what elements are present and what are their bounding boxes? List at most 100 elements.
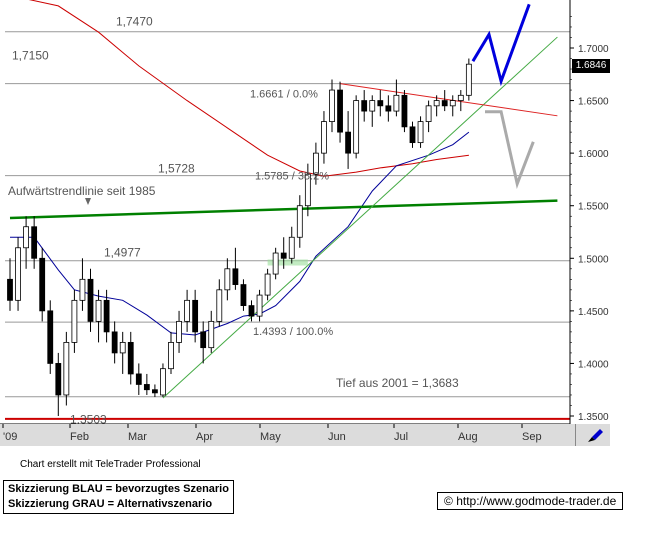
y-tick-label: 1.6500 [578,97,609,108]
candle [240,279,247,311]
y-tick-label: 1.5000 [578,254,609,265]
candle [264,268,271,301]
candle [216,279,223,327]
candle-body [288,236,295,259]
x-tick-label: Mar [128,431,147,443]
candle-body [192,299,199,333]
y-tick-label: 1.5500 [578,202,609,213]
candle-body [401,94,408,128]
candle-body [87,278,94,322]
candle-body [280,252,287,259]
candle [95,289,102,343]
candle [457,90,464,112]
trendline [339,83,558,117]
fib-100-label: 1.4393 / 100.0% [253,326,333,338]
candle-body [361,100,368,112]
legend-grey: Skizzierung GRAU = Alternativszenario [8,498,213,510]
candle-body [304,173,311,207]
candle-body [71,299,78,343]
y-tick-label: 1.7000 [578,44,609,55]
candle-body [160,368,166,396]
last-price-badge: 1.6846 [572,59,610,73]
candle [31,216,38,269]
candle [160,363,166,398]
candle-body [256,294,263,317]
candle-body [168,341,174,370]
copyright-icon: © [444,494,453,508]
candle [465,58,472,101]
y-tick-label: 1.3500 [578,412,609,423]
candle-body [135,373,142,385]
candle [409,121,416,148]
candle-body [111,331,118,354]
candle-body [312,152,319,175]
level-label: 1,5728 [158,162,195,176]
candle-body [441,100,448,107]
candle-body [151,389,158,394]
low-label: 1,3503 [70,413,107,427]
candle [433,95,440,117]
candle [304,163,311,217]
candle-body [216,289,223,322]
arrow-down-icon [85,198,91,205]
candle-body [385,105,392,112]
candle [135,363,142,395]
y-tick-label: 1.4000 [578,359,609,370]
candle [296,195,303,248]
candle-body [127,341,134,375]
candle-body [417,121,424,144]
candle [280,237,287,269]
candle [103,289,110,343]
source-url[interactable]: http://www.godmode-trader.de [456,494,617,508]
candle [353,95,360,159]
candle [87,268,94,332]
candle [15,237,21,311]
candle-body [39,257,46,312]
candle-body [63,341,70,396]
candle [312,142,319,185]
annotations: 1.6661 / 0.0% 1.5785 / 38.2% 1.4393 / 100.… [8,89,459,427]
drawing-tool-icon[interactable] [576,424,610,446]
candle [184,289,191,332]
candle [39,247,46,322]
candle-body [248,305,255,317]
candle [232,247,239,290]
candle-body [321,121,327,154]
moving-average-line [28,0,469,177]
candle [7,258,13,311]
candle [127,331,134,385]
candle [449,95,456,117]
candle [71,289,78,353]
credit-text: Chart erstellt mit TeleTrader Profession… [20,459,201,470]
candle [55,352,62,416]
y-axis: 1.3500 1.4000 1.4500 1.5000 1.5500 1.6000 1.65… [570,16,609,423]
candle-body [47,310,54,364]
x-tick-label: '09 [3,431,17,443]
candle [208,310,215,353]
candle [369,95,376,127]
x-tick-label: Apr [196,431,213,443]
candle-body [296,205,303,238]
fib-0-label: 1.6661 / 0.0% [250,89,318,101]
candle [321,111,327,164]
candle [256,289,263,322]
y-tick-label: 1.4500 [578,307,609,318]
candle-body [119,341,126,354]
candle [441,90,448,112]
candle [47,300,54,374]
candle [192,289,199,343]
candle [200,321,207,364]
trendline [162,36,558,399]
low-2001-label: Tief aus 2001 = 1,3683 [336,376,459,390]
source-link[interactable]: © http://www.godmode-trader.de [437,492,624,510]
candle [393,79,400,117]
trendlines [9,36,558,399]
candle-body [449,100,456,107]
tool-corner[interactable] [575,424,610,446]
candle-body [272,252,279,275]
legend-blue: Skizzierung BLAU = bevorzugtes Szenario [8,483,229,495]
candle-body [31,226,38,259]
candle [63,331,70,406]
scenario-line [471,3,531,87]
